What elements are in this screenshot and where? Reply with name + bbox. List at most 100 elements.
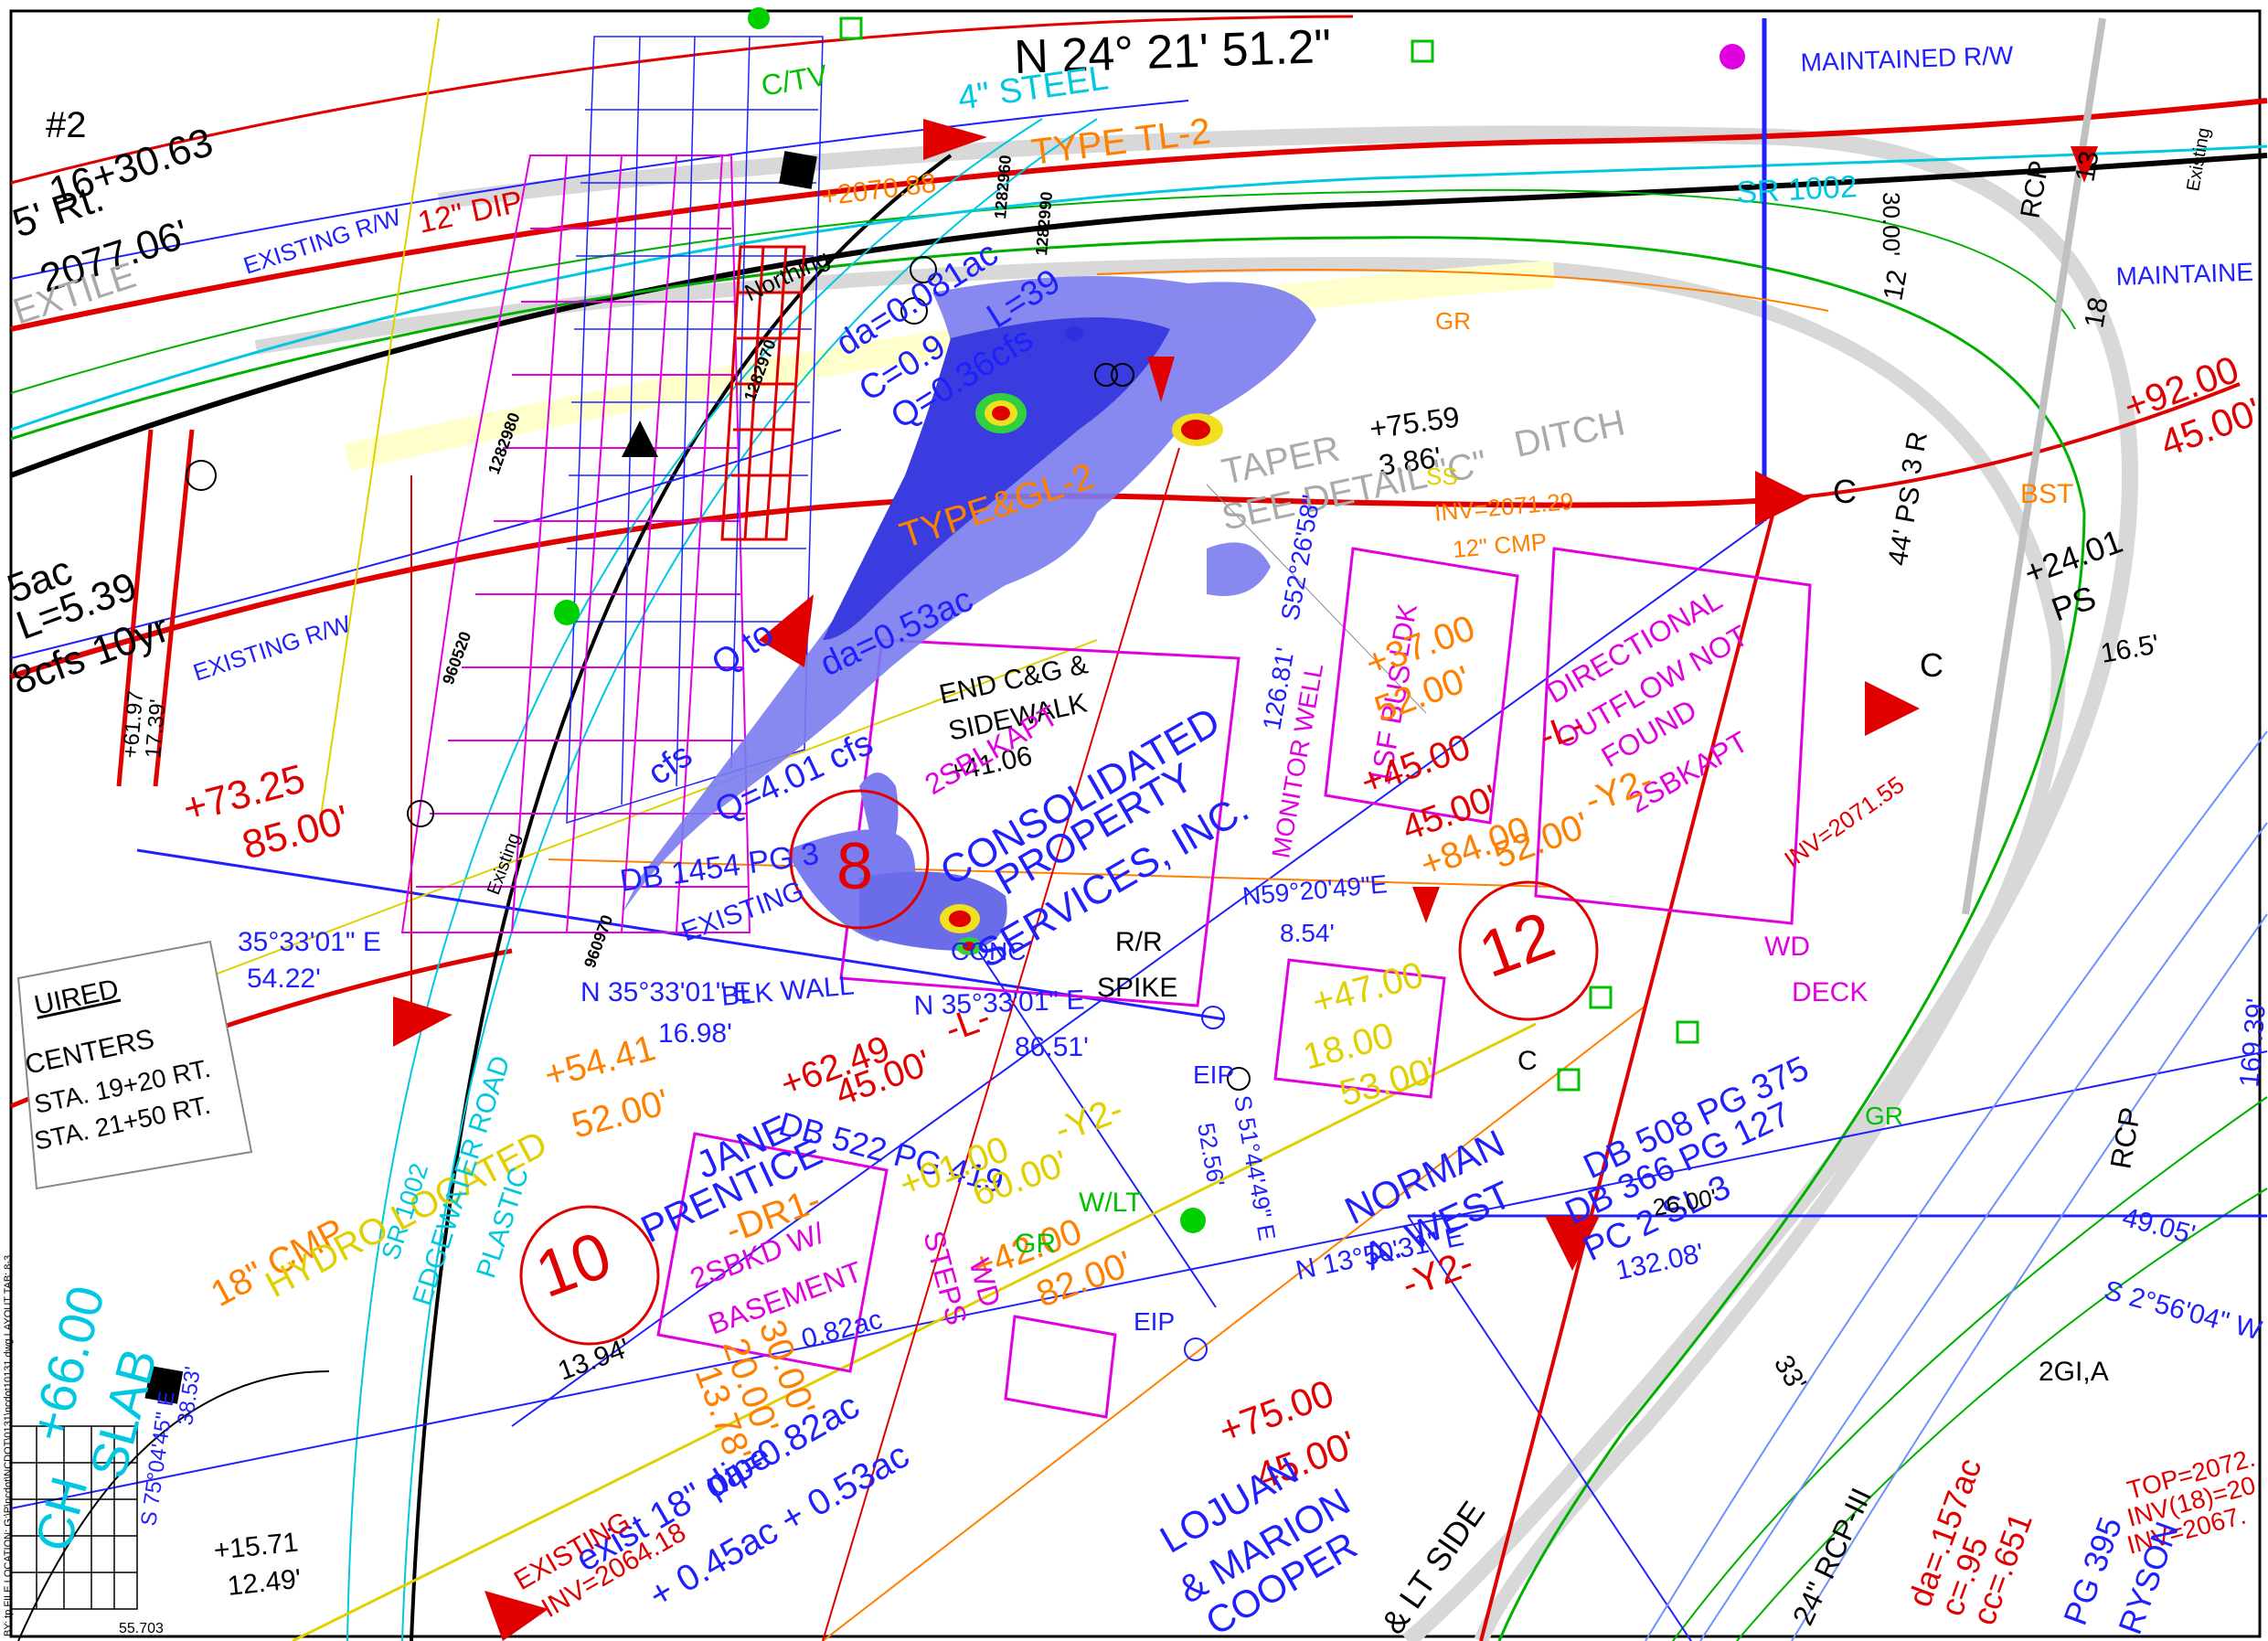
utility-box-icon	[1676, 1020, 1699, 1044]
ditch-label: DITCH	[1511, 402, 1629, 464]
rcp-label: 24" RCP-III	[1786, 1483, 1879, 1630]
flow-arrow-icon	[1865, 681, 1920, 736]
bearing-s51-label: S 51°44'49" E	[1229, 1093, 1281, 1242]
c-lr-2: C	[1920, 646, 1943, 684]
bearing-top: N 24° 21' 51.2"	[1013, 20, 1332, 84]
bearing-35-2: N 35°33'01" E	[580, 977, 751, 1007]
c-12-label: C	[1517, 1046, 1538, 1076]
survey-point-icon	[1111, 363, 1134, 387]
y2-10-label: -Y2-	[1049, 1089, 1128, 1150]
maintained-rw-top: MAINTAINED R/W	[1800, 41, 2014, 77]
plus-54-label: +54.41	[540, 1028, 660, 1095]
building-1sf-bus	[1324, 547, 1519, 825]
dist-8-label: 8.54'	[1280, 919, 1335, 947]
flow-arrow-icon	[1755, 471, 1810, 526]
rr-spike-2: SPIKE	[1097, 973, 1177, 1003]
sheet-border	[9, 9, 2262, 1638]
dist-61-label: +61.97	[118, 689, 148, 759]
ps2-label: 44' PS	[1882, 484, 1926, 568]
gia-label: 2GI,A	[2039, 1357, 2109, 1387]
red-grid-hatch	[720, 245, 806, 541]
flow-arrow-icon	[923, 119, 987, 160]
dist-16-label: 16.98'	[658, 1018, 732, 1049]
building-small	[1273, 958, 1446, 1099]
dist-18-lr-label: 18	[2079, 295, 2114, 331]
utility-box-icon	[1557, 1068, 1581, 1092]
survey-point-icon	[186, 460, 217, 491]
dist-169-label: 169.39'	[2234, 997, 2268, 1089]
gr-12-label: GR	[1865, 1102, 1903, 1130]
wd-deck-1: WD	[1764, 932, 1810, 962]
building-10	[656, 1132, 889, 1373]
dist-12-label: 12.49'	[226, 1564, 303, 1602]
bearing-s2-label: S 2°56'04" W	[2101, 1275, 2265, 1347]
parcel-10-circle	[519, 1205, 660, 1346]
parcel-8-circle	[789, 789, 930, 930]
road-linework	[9, 15, 2268, 1641]
flow-arrow-icon	[1412, 887, 1440, 923]
dist-52-label: 52.00'	[568, 1082, 673, 1146]
survey-symbols	[144, 7, 1745, 1404]
flow-arrow-icon	[2071, 146, 2098, 183]
note-box	[16, 940, 253, 1190]
plus-75-label: +75.59	[1368, 400, 1462, 445]
hydrant-icon	[622, 421, 658, 457]
file-location-label: BY: tp FILE LOCATION: G:\P\ncdot\NCDOT\0…	[3, 1255, 14, 1636]
survey-point-icon	[407, 800, 434, 827]
parcel-8-number: 8	[836, 830, 873, 903]
flow-arrow-icon	[1545, 1216, 1600, 1271]
dist-86-label: 86.51'	[1015, 1032, 1089, 1062]
dist-17-label: 17.39'	[141, 698, 171, 760]
survey-point-icon	[1227, 1067, 1251, 1091]
dist-52-label: 52.56'	[1192, 1121, 1230, 1188]
parcel-10-number: 10	[527, 1218, 621, 1312]
iron-pipe-icon	[1201, 1006, 1225, 1029]
flow-arrow-icon	[484, 1591, 548, 1641]
existing-rw-label-2: EXISTING R/W	[190, 610, 355, 687]
hatched-easement	[400, 155, 751, 933]
flow-arrow-icon	[759, 594, 814, 667]
eip-1: EIP	[1193, 1060, 1234, 1089]
flow-arrows	[393, 119, 2098, 1641]
utility-pole-icon	[779, 151, 817, 189]
dist-49-label: 49.05'	[2119, 1202, 2199, 1251]
survey-point-icon	[1094, 363, 1118, 387]
dist-55-label: 55.703	[119, 1621, 164, 1636]
c-lr-1: C	[1833, 473, 1857, 510]
survey-point-icon	[900, 297, 928, 325]
bst-label: BST	[2020, 479, 2073, 509]
utility-box-icon	[1589, 986, 1613, 1009]
tree-icon	[748, 7, 770, 29]
bearing-35-1: N 35°33'01" E	[913, 985, 1085, 1021]
parcel-8-conc: CONC	[951, 937, 1026, 965]
ss-label: SS	[1426, 463, 1458, 490]
survey-point-icon	[910, 256, 937, 283]
flow-arrow-icon	[393, 996, 453, 1047]
bearing-35-3: 35°33'01" E	[238, 927, 381, 957]
dist-13-lr-label: 13	[2070, 149, 2104, 185]
parcel-10-labels: 10 JANE PRENTICE DB 522 PG 419 2SBKD W/ …	[509, 996, 1142, 1624]
utility-box-icon	[1411, 39, 1434, 63]
ch-label: CH	[24, 1471, 99, 1557]
ac-82-label: 0.82ac	[798, 1305, 886, 1355]
num-2-label: #2	[46, 105, 87, 145]
sr-label: SR 1002	[1735, 169, 1858, 210]
building-shed	[1004, 1315, 1117, 1419]
bearing-n59-label: N59°20'49"E	[1241, 869, 1389, 911]
parcel-12-number: 12	[1470, 898, 1564, 992]
wd-deck-2: DECK	[1792, 977, 1868, 1007]
r-label: 3 R	[1896, 430, 1933, 477]
tree-icon	[1180, 1208, 1206, 1233]
utility-pole-icon	[144, 1365, 184, 1404]
gr-10-label: GR	[1015, 1229, 1056, 1259]
eip-2: EIP	[1134, 1307, 1175, 1336]
iron-pipe-icon	[1184, 1337, 1208, 1361]
gr-label: GR	[1435, 307, 1471, 335]
utility-box-icon	[839, 16, 863, 40]
inv-2071-label: INV=2071.29	[1433, 487, 1575, 527]
wlt-label: W/LT	[1079, 1188, 1142, 1218]
dist-33-label: 33'	[1768, 1350, 1812, 1396]
dist-54-label: 54.22'	[247, 964, 321, 994]
